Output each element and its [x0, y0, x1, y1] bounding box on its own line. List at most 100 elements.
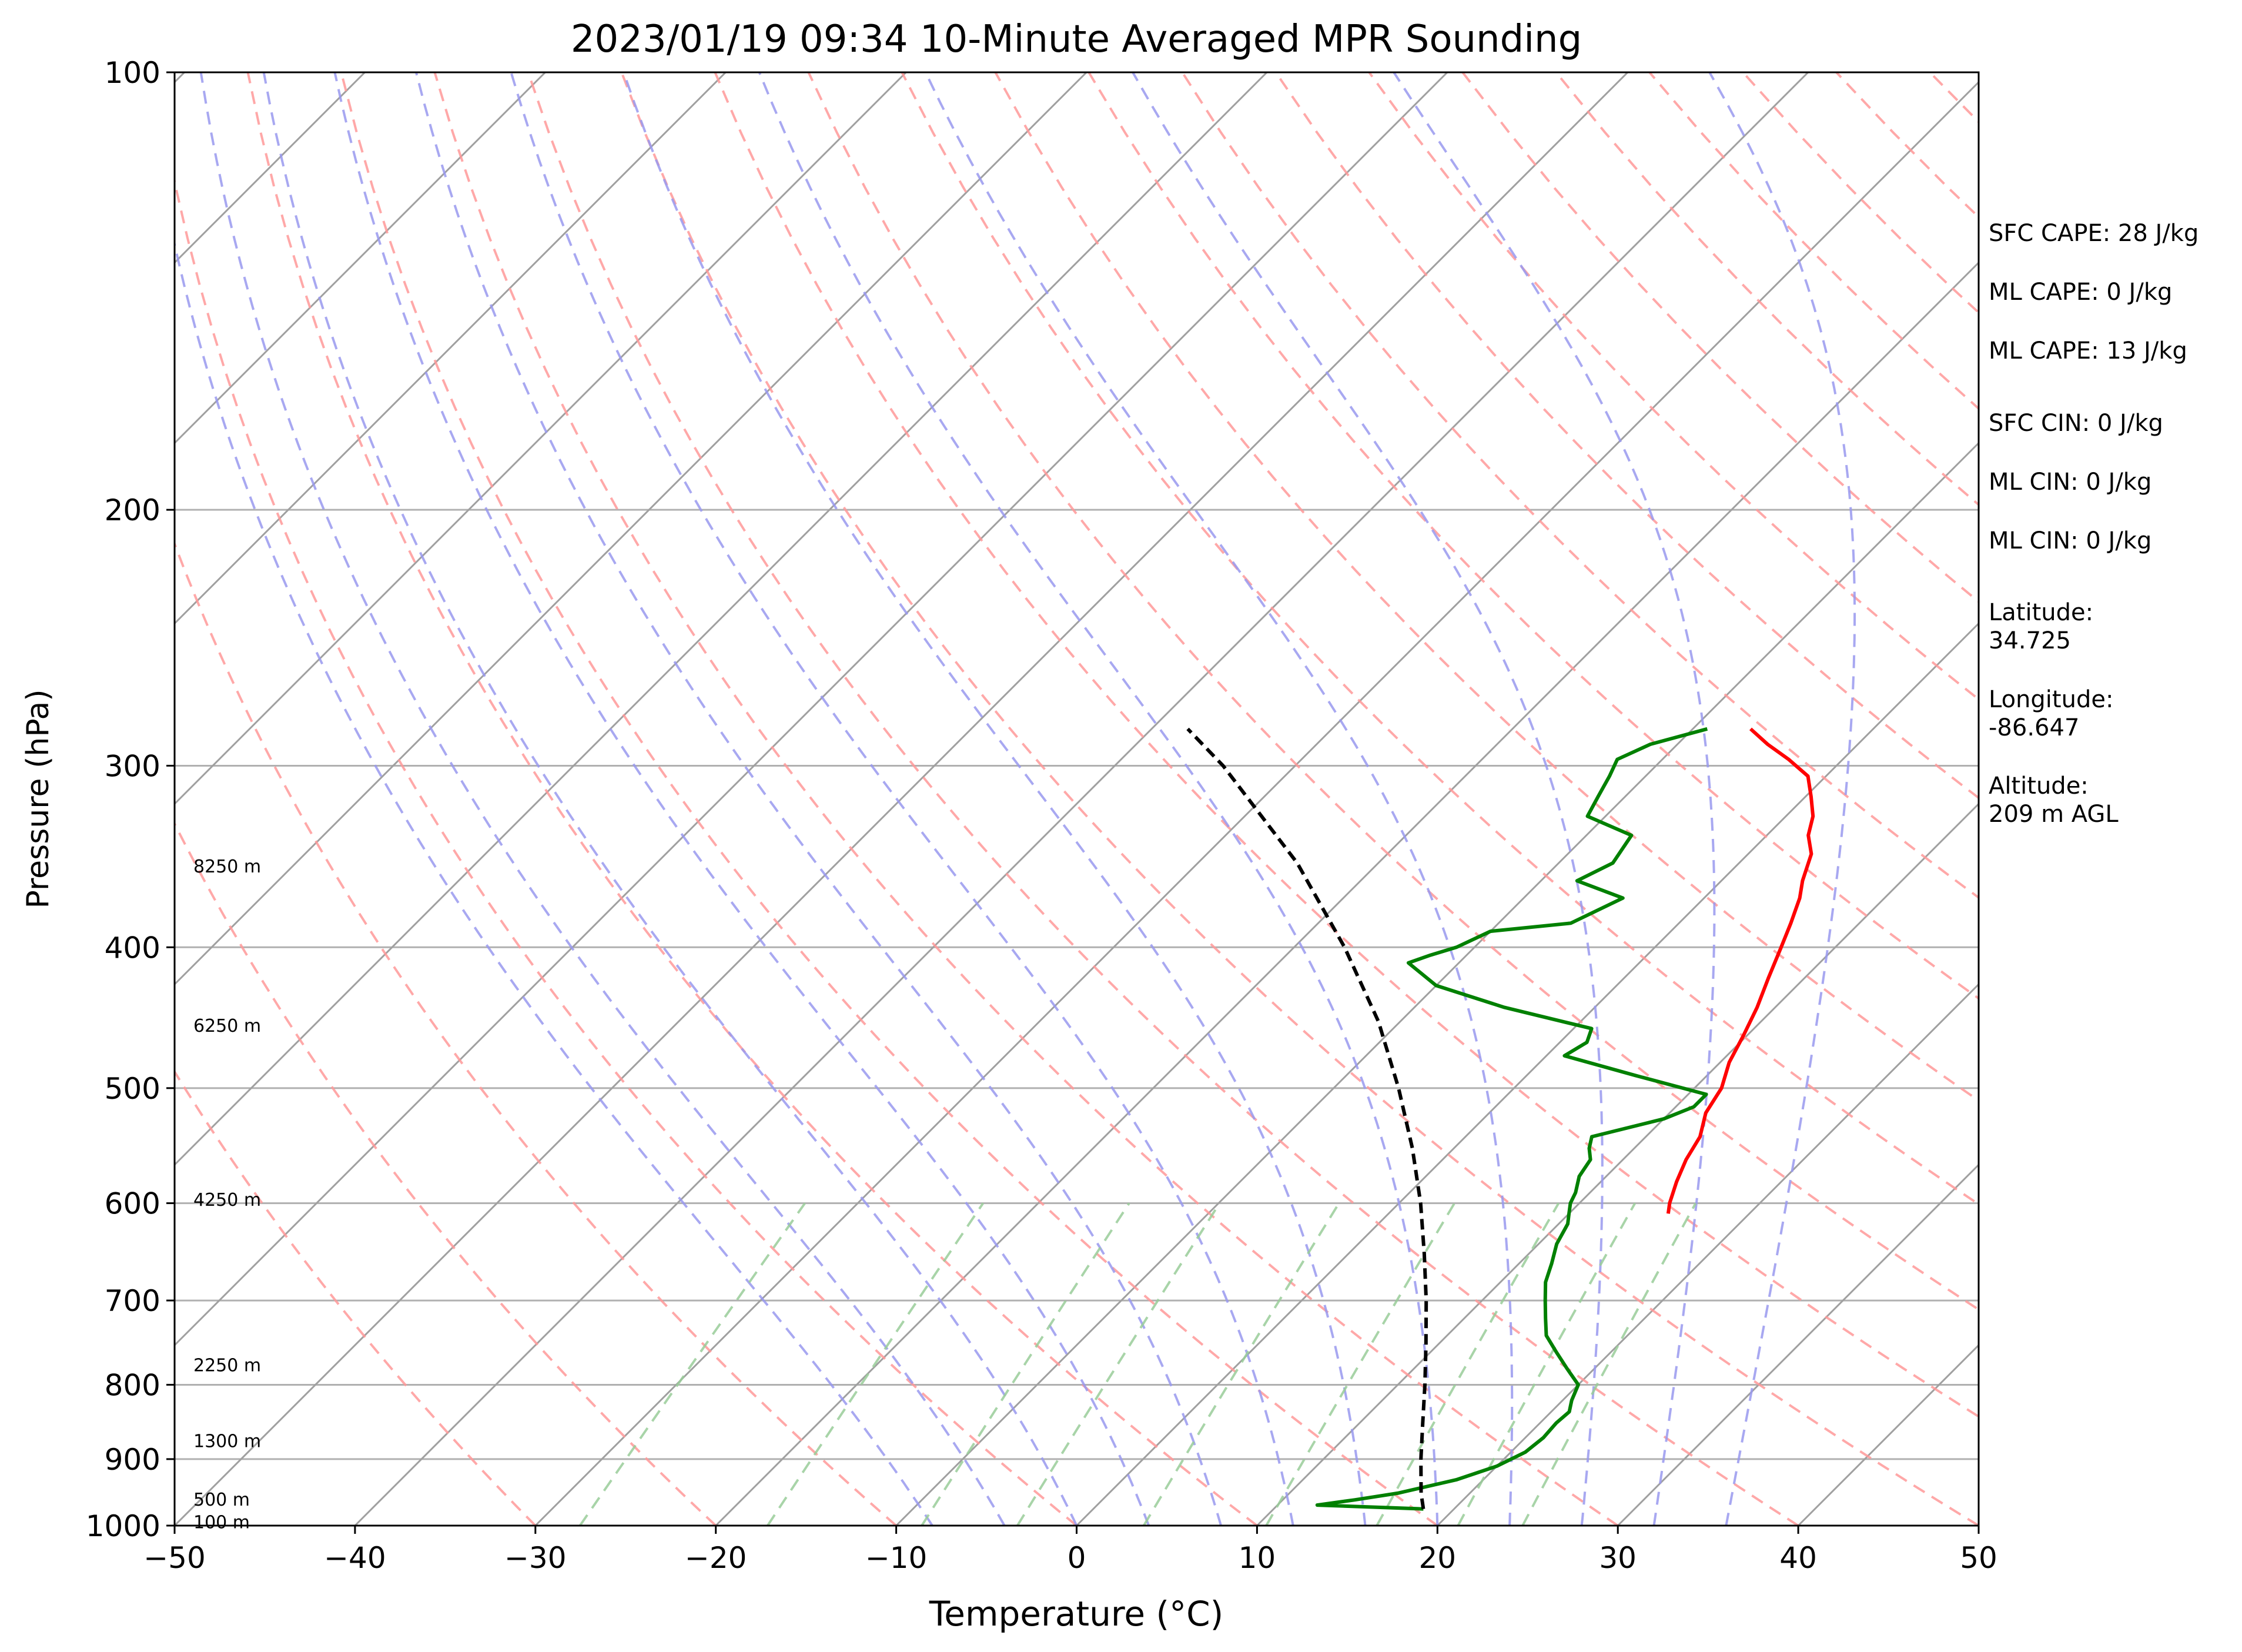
y-axis-ticks: 1000 900 800 700 600 500 400 300 200 100: [86, 56, 175, 1543]
height-label: 4250 m: [193, 1190, 261, 1210]
moist-adiabat-line: [758, 72, 1439, 1526]
y-tick-label: 500: [105, 1072, 160, 1106]
height-label: 1300 m: [193, 1432, 261, 1452]
y-tick-label: 600: [105, 1187, 160, 1221]
isotherm-line: [1437, 983, 1979, 1526]
y-tick-label: 700: [105, 1284, 160, 1318]
dry-adiabat-line: [620, 72, 1979, 1526]
x-tick-label: −40: [324, 1541, 386, 1575]
isotherm-line: [175, 72, 1629, 1526]
dry-adiabat-line: [175, 175, 1078, 1526]
sounding-parameter: ML CIN: 0 J/kg: [1989, 527, 2151, 554]
mixing-ratio-line: [578, 1202, 806, 1526]
sounding-parameter: ML CAPE: 13 J/kg: [1989, 337, 2187, 364]
y-tick-label: 900: [105, 1443, 160, 1477]
isotherm-line: [175, 72, 546, 444]
isotherm-line: [895, 442, 1979, 1526]
mixing-ratio-line: [921, 1202, 1130, 1526]
isotherm-line: [175, 72, 1268, 1166]
y-tick-label: 100: [105, 56, 160, 90]
temperature-line: [1666, 727, 1815, 1214]
sounding-parameter: ML CIN: 0 J/kg: [1989, 469, 2151, 496]
moist-adiabat-line: [199, 72, 1006, 1526]
sounding-parameter: SFC CIN: 0 J/kg: [1989, 410, 2163, 437]
height-label: 500 m: [193, 1490, 250, 1510]
dry-adiabat-line: [175, 1069, 537, 1526]
x-tick-label: 20: [1418, 1541, 1456, 1575]
dry-adiabat-line: [527, 72, 1799, 1526]
x-tick-label: −10: [865, 1541, 928, 1575]
moist-adiabat-line: [924, 72, 1514, 1526]
height-label: 6250 m: [193, 1016, 261, 1036]
mixing-ratio-line: [767, 1202, 985, 1526]
dry-adiabat-line: [714, 72, 1979, 1418]
sounding-parameter: Altitude: 209 m AGL: [1989, 773, 2119, 828]
moist-adiabat-line: [333, 72, 1150, 1526]
parcel-line: [1186, 727, 1428, 1510]
dry-adiabat-line: [1368, 72, 1979, 701]
mixing-ratio-line: [1457, 1202, 1637, 1526]
sounding-parameter: SFC CAPE: 28 J/kg: [1989, 220, 2199, 247]
dry-adiabat-line: [1274, 72, 1979, 800]
sounding-parameters: SFC CAPE: 28 J/kg ML CAPE: 0 J/kg ML CAPE:…: [1989, 220, 2199, 828]
mixing-ratio-line: [1265, 1202, 1456, 1526]
chart-title: 2023/01/19 09:34 10-Minute Averaged MPR …: [571, 18, 1582, 61]
dry-adiabat-line: [340, 72, 1438, 1526]
x-tick-label: 10: [1239, 1541, 1276, 1575]
isotherm-line: [1076, 622, 1979, 1526]
dry-adiabat-line: [994, 72, 1979, 1102]
dry-adiabat-line: [807, 72, 1979, 1311]
moist-adiabat-line: [414, 72, 1222, 1526]
height-label: 8250 m: [193, 857, 261, 877]
mixing-ratio-line: [1521, 1202, 1697, 1526]
dewpoint-line: [1315, 727, 1708, 1511]
height-label: 100 m: [193, 1513, 250, 1533]
isotherm-line: [1256, 802, 1979, 1526]
moist-adiabat-line: [1393, 72, 1716, 1526]
dry-adiabat-line: [901, 72, 1979, 1206]
moist-adiabat-line: [175, 239, 933, 1526]
moist-adiabat-line: [1132, 72, 1604, 1526]
sounding-parameter: Longitude: -86.647: [1989, 686, 2113, 741]
moist-adiabat-line: [262, 72, 1078, 1526]
mixing-ratio-line: [1142, 1202, 1340, 1526]
sounding-parameter: Latitude: 34.725: [1989, 599, 2093, 654]
background-lines: [175, 72, 1979, 1526]
y-tick-label: 200: [105, 493, 160, 527]
x-tick-label: 40: [1779, 1541, 1817, 1575]
x-axis-ticks: −50 −40 −30 −20 −10 0 10 20 30 40 50: [143, 1526, 1997, 1575]
x-tick-label: 0: [1068, 1541, 1086, 1575]
sounding-parameter: ML CAPE: 0 J/kg: [1989, 279, 2172, 306]
x-tick-label: −20: [685, 1541, 747, 1575]
isotherm-line: [175, 72, 727, 625]
dry-adiabat-line: [246, 72, 1258, 1526]
dry-adiabat-line: [175, 821, 717, 1526]
dry-adiabat-line: [433, 72, 1619, 1526]
isotherm-line: [1617, 1163, 1979, 1526]
height-label: 2250 m: [193, 1356, 261, 1376]
dry-adiabat-line: [1087, 72, 1979, 1000]
y-tick-label: 800: [105, 1368, 160, 1402]
y-tick-label: 400: [105, 931, 160, 965]
mixing-ratio-line: [1016, 1202, 1221, 1526]
isotherm-line: [354, 72, 1809, 1526]
sounding-traces: [1186, 727, 1815, 1511]
moist-adiabat-line: [1708, 72, 1856, 1526]
y-tick-label: 300: [105, 749, 160, 783]
isotherm-line: [175, 72, 907, 805]
height-labels: 8250 m 6250 m 4250 m 2250 m 1300 m 500 m 100 m: [193, 857, 261, 1533]
isotherm-line: [175, 72, 1448, 1347]
moist-adiabat-line: [623, 72, 1367, 1526]
isotherm-line: [715, 261, 1979, 1526]
x-tick-label: 50: [1960, 1541, 1997, 1575]
y-axis-label: Pressure (hPa): [21, 690, 56, 909]
x-axis-label: Temperature (°C): [929, 1594, 1224, 1634]
x-tick-label: −30: [504, 1541, 567, 1575]
dry-adiabat-line: [175, 540, 897, 1526]
y-tick-label: 1000: [86, 1509, 160, 1543]
moist-adiabat-line: [510, 72, 1294, 1526]
mixing-ratio-line: [1376, 1202, 1560, 1526]
isotherm-line: [534, 81, 1979, 1526]
